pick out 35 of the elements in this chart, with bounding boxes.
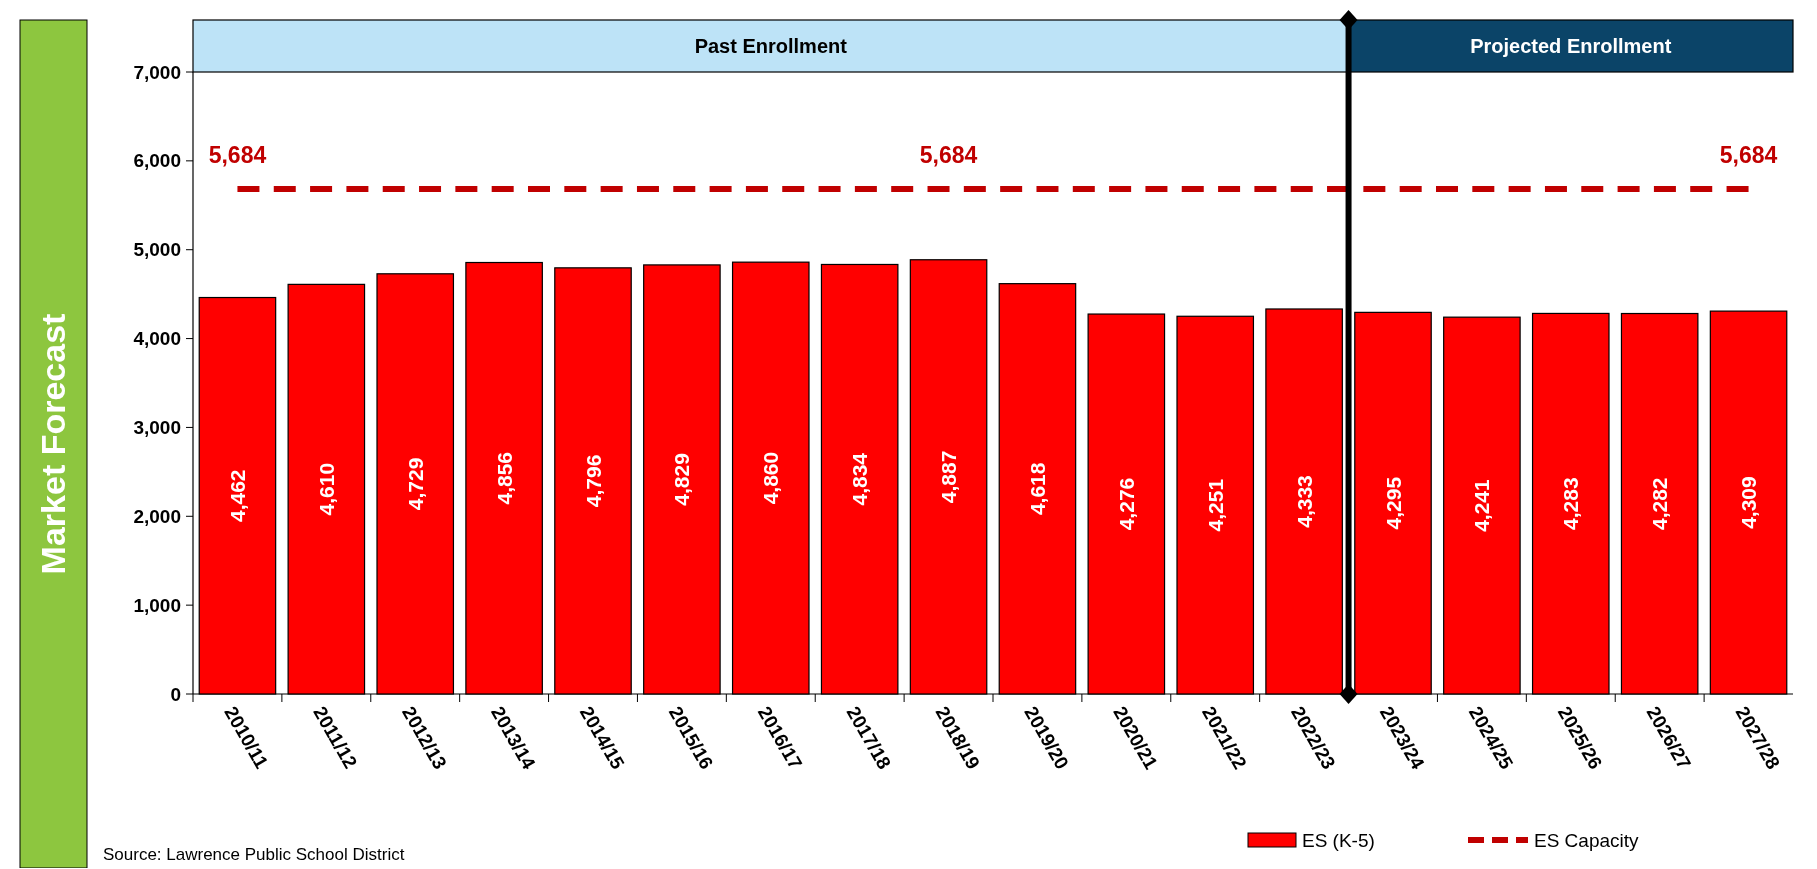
data-label: 4,834 bbox=[848, 452, 872, 506]
y-tick-label: 6,000 bbox=[133, 150, 181, 172]
legend-label: ES Capacity bbox=[1534, 829, 1640, 851]
legend-label: ES (K-5) bbox=[1302, 829, 1375, 851]
data-label: 4,860 bbox=[759, 451, 783, 505]
data-label: 4,856 bbox=[492, 451, 516, 505]
data-label: 4,729 bbox=[403, 457, 427, 511]
data-label: 4,618 bbox=[1025, 462, 1049, 516]
data-label: 4,462 bbox=[225, 469, 249, 523]
data-label: 4,796 bbox=[581, 454, 605, 508]
data-label: 5,684 bbox=[1719, 141, 1778, 168]
y-tick-label: 2,000 bbox=[133, 505, 181, 527]
y-tick-label: 4,000 bbox=[133, 328, 181, 350]
y-tick-label: 3,000 bbox=[133, 416, 181, 438]
data-label: 4,241 bbox=[1470, 478, 1494, 532]
data-label: 4,276 bbox=[1114, 477, 1138, 531]
data-label: 4,309 bbox=[1737, 476, 1761, 529]
data-label: 4,295 bbox=[1381, 476, 1405, 530]
y-tick-label: 0 bbox=[170, 683, 181, 705]
y-tick-label: 5,000 bbox=[133, 239, 181, 261]
source-note: Source: Lawrence Public School District bbox=[103, 845, 405, 864]
data-label: 4,887 bbox=[937, 450, 961, 504]
data-label: 4,610 bbox=[314, 462, 338, 516]
data-label: 4,829 bbox=[670, 453, 694, 506]
text: Past Enrollment bbox=[694, 35, 848, 57]
data-label: 5,684 bbox=[919, 141, 978, 168]
data-label: 4,251 bbox=[1203, 478, 1227, 532]
data-label: 4,283 bbox=[1559, 477, 1583, 530]
y-tick-label: 1,000 bbox=[133, 594, 181, 616]
data-label: 4,333 bbox=[1292, 475, 1316, 528]
text: Projected Enrollment bbox=[1470, 35, 1672, 57]
y-tick-label: 7,000 bbox=[133, 61, 181, 83]
data-label: 4,282 bbox=[1648, 477, 1672, 531]
y-axis-title: Market Forecast bbox=[34, 313, 72, 575]
data-label: 5,684 bbox=[208, 141, 267, 168]
